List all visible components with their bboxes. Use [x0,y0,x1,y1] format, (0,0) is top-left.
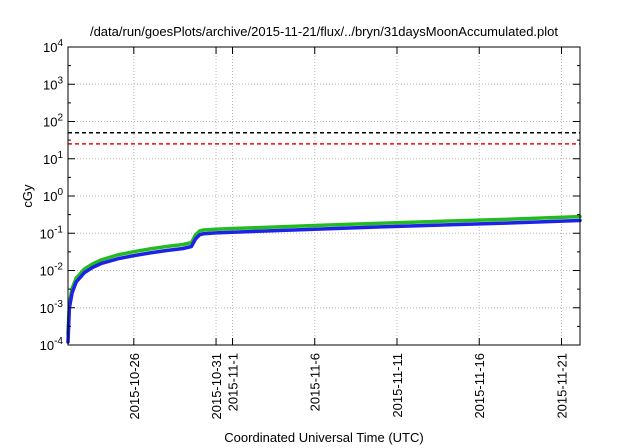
y-tick-base: 10 [43,77,57,92]
reference-lines [68,131,580,145]
y-tick-base: 10 [43,189,57,204]
y-tick-base: 10 [40,226,54,241]
y-tick-base: 10 [43,40,57,55]
x-tick-label: 2015-11-1 [225,353,240,411]
x-tick-label: 2015-11-16 [472,353,487,419]
y-tick-base: 10 [40,301,54,316]
y-tick-exponent: 0 [57,187,63,198]
x-axis: 2015-10-26 2015-10-31 2015-11-1 2015-11-6 20… [127,47,569,420]
y-tick-label: 10-1 [40,224,64,241]
y-tick-base: 10 [40,264,54,279]
y-tick-exponent: -4 [54,336,63,347]
y-tick-exponent: -3 [54,299,63,310]
chart-title: /data/run/goesPlots/archive/2015-11-21/f… [90,24,558,39]
series-lines [66,214,582,344]
y-axis-label: cGy [20,184,35,208]
y-tick-label: 100 [43,187,63,204]
y-tick-label: 10-3 [40,299,64,316]
y-tick-exponent: 3 [57,75,63,86]
y-tick-label: 104 [43,38,63,55]
y-tick-exponent: 4 [57,38,63,49]
y-tick-label: 103 [43,75,63,92]
y-tick-base: 10 [43,152,57,167]
x-tick-label: 2015-11-6 [308,353,323,411]
series-line-1 [66,214,582,336]
y-tick-exponent: 1 [57,150,63,161]
series-line-2 [66,218,582,344]
y-tick-exponent: 2 [57,113,63,124]
grid [68,47,580,345]
x-tick-label: 2015-11-11 [390,353,405,418]
y-tick-base: 10 [40,338,54,353]
y-tick-label: 101 [43,150,63,167]
y-tick-label: 10-2 [40,262,64,279]
x-tick-label: 2015-10-26 [127,353,142,420]
x-tick-label: 2015-11-21 [554,353,569,419]
y-tick-base: 10 [43,115,57,130]
y-tick-exponent: -2 [54,262,63,273]
y-tick-label: 102 [43,113,63,130]
y-tick-exponent: -1 [54,224,63,235]
x-tick-label: 2015-10-31 [209,353,224,420]
y-tick-label: 10-4 [40,336,64,353]
x-axis-label: Coordinated Universal Time (UTC) [224,430,423,445]
